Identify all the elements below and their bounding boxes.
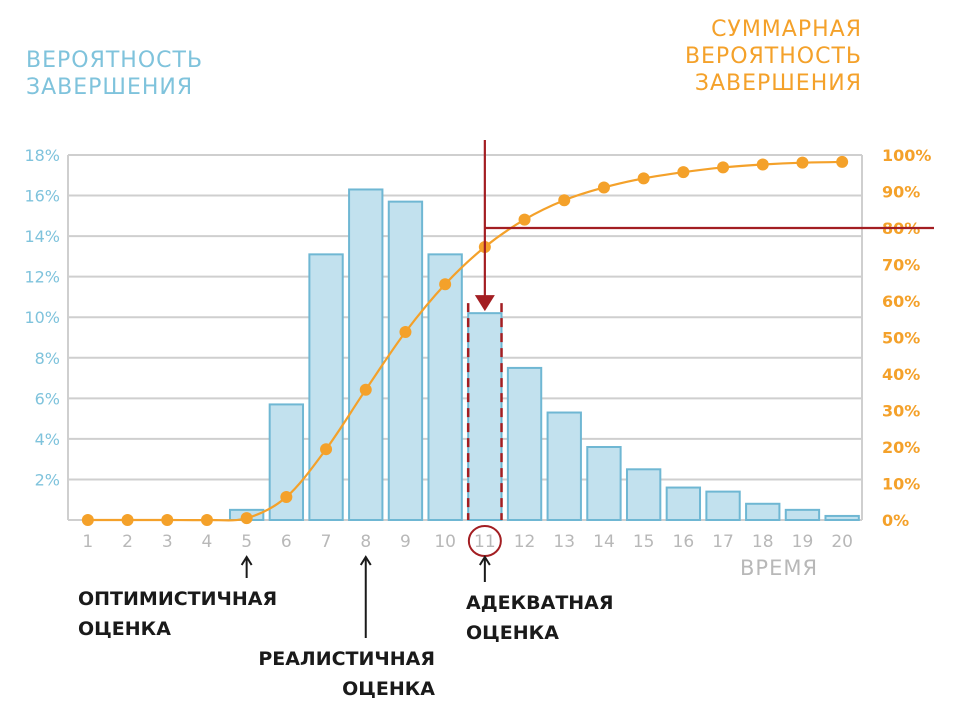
right-axis-title: Суммарная вероятность завершения: [684, 17, 862, 96]
bar-16: [665, 486, 702, 521]
left-tick-label: 12%: [24, 268, 60, 287]
x-axis-ticks: 1 2 3 4 5 6 7 8 9 10 11 12 13 14 15 16 17 18 19 20: [82, 532, 853, 552]
x-tick-label: 17: [712, 532, 734, 552]
left-tick-label: 16%: [24, 187, 60, 206]
right-axis-ticks: 0%10%20%30%40%50%60%70%80%90%100%: [882, 146, 931, 530]
right-tick-label: 60%: [882, 292, 920, 311]
markers: [240, 140, 934, 638]
x-tick-label: 2: [122, 532, 133, 552]
right-tick-label: 90%: [882, 183, 920, 202]
x-tick-label: 11: [474, 532, 496, 552]
bar-14: [586, 446, 622, 521]
right-tick-label: 10%: [882, 475, 920, 494]
cumulative-point-14: [597, 181, 610, 194]
right-tick-label: 50%: [882, 329, 920, 348]
right-tick-label: 30%: [882, 402, 920, 421]
annotation-arrowhead-optimistic: [240, 555, 253, 566]
x-tick-label: 14: [593, 532, 615, 552]
x-tick-label: 18: [752, 532, 774, 552]
left-tick-label: 6%: [35, 389, 60, 408]
cumulative-point-18: [756, 158, 769, 171]
bar-7: [308, 253, 344, 521]
cumulative-point-3: [161, 514, 174, 526]
cumulative-point-4: [200, 514, 213, 526]
x-tick-label: 8: [360, 532, 371, 552]
x-tick-label: 19: [792, 532, 814, 552]
bars: [228, 188, 860, 522]
bar-13: [546, 411, 582, 521]
bar-8: [348, 188, 384, 521]
left-tick-label: 10%: [24, 308, 60, 327]
cumulative-point-15: [637, 172, 650, 185]
left-tick-label: 8%: [35, 349, 60, 368]
x-tick-label: 12: [514, 532, 536, 552]
cumulative-curve: [87, 160, 843, 522]
bar-9: [387, 200, 424, 521]
x-tick-label: 15: [633, 532, 655, 552]
cumulative-point-2: [121, 514, 134, 526]
left-tick-label: 18%: [24, 146, 60, 165]
left-axis-title: Вероятность завершения: [26, 48, 204, 100]
right-tick-label: 70%: [882, 256, 920, 275]
right-tick-label: 40%: [882, 365, 920, 384]
x-tick-label: 1: [82, 532, 93, 552]
x-tick-label: 10: [434, 532, 456, 552]
cumulative-point-9: [399, 326, 412, 339]
bar-19: [784, 508, 821, 522]
x-tick-label: 3: [162, 532, 173, 552]
right-tick-label: 100%: [882, 146, 931, 165]
cumulative-point-17: [717, 161, 730, 174]
right-tick-label: 20%: [882, 438, 920, 457]
annotation-arrowhead-realistic: [359, 555, 372, 566]
down-arrow-head: [474, 295, 495, 312]
bar-20: [824, 514, 860, 522]
x-tick-label: 16: [673, 532, 695, 552]
bar-11: [467, 312, 503, 521]
x-tick-label: 5: [241, 532, 252, 552]
cumulative-point-13: [558, 194, 571, 207]
cumulative-point-20: [836, 155, 849, 168]
cumulative-point-16: [677, 166, 690, 179]
x-tick-label: 20: [831, 532, 853, 552]
cumulative-point-12: [518, 213, 531, 226]
cumulative-line: [81, 155, 849, 526]
x-tick-label: 7: [321, 532, 332, 552]
cumulative-point-1: [81, 514, 94, 526]
left-tick-label: 14%: [24, 227, 60, 246]
cumulative-point-7: [320, 443, 333, 456]
grid-lines: [67, 154, 863, 521]
cumulative-point-5: [240, 512, 253, 525]
left-axis-ticks: 2% 4% 6% 8% 10% 12% 14% 16% 18%: [24, 146, 60, 489]
bar-15: [625, 468, 662, 521]
annotation-adequate: Адекватная оценка: [466, 592, 614, 644]
cumulative-point-8: [359, 383, 372, 396]
bar-17: [705, 490, 741, 522]
cumulative-point-19: [796, 156, 809, 169]
cumulative-point-10: [439, 278, 452, 291]
x-tick-label: 6: [281, 532, 292, 552]
x-tick-label: 9: [400, 532, 411, 552]
x-axis-name: время: [740, 556, 819, 580]
x-tick-label: 13: [553, 532, 575, 552]
annotation-realistic: Реалистичная оценка: [258, 648, 435, 700]
x-tick-label: 4: [202, 532, 213, 552]
bar-12: [506, 366, 543, 521]
left-tick-label: 4%: [35, 430, 60, 449]
cumulative-point-6: [280, 491, 293, 504]
right-tick-label: 0%: [882, 511, 909, 530]
bar-10: [427, 253, 463, 521]
left-tick-label: 2%: [35, 470, 60, 489]
annotation-arrowhead-adequate: [479, 555, 491, 566]
bar-18: [745, 502, 781, 521]
annotation-optimistic: Оптимистичная оценка: [78, 588, 278, 640]
